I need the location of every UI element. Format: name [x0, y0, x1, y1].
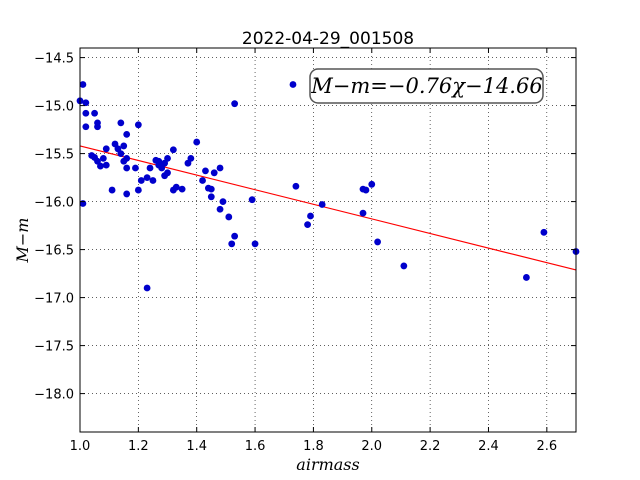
- data-point: [199, 177, 206, 184]
- data-point: [304, 221, 311, 229]
- data-point: [523, 274, 530, 281]
- data-point: [187, 155, 195, 162]
- data-point: [251, 240, 259, 248]
- y-tick-label: −17.5: [34, 340, 74, 355]
- data-point: [91, 109, 98, 117]
- data-point: [123, 164, 131, 172]
- data-point: [102, 145, 110, 153]
- fit-line: [79, 145, 577, 271]
- data-point: [134, 186, 142, 194]
- data-point: [108, 186, 116, 194]
- data-point: [540, 228, 548, 236]
- data-point: [82, 99, 90, 107]
- data-point: [374, 238, 381, 246]
- data-point: [123, 155, 131, 162]
- data-point: [225, 213, 233, 221]
- x-tick-label: 1.4: [186, 439, 207, 454]
- fit-layer: [79, 145, 577, 271]
- data-point: [99, 155, 107, 162]
- data-point: [164, 169, 171, 177]
- data-point: [132, 164, 139, 172]
- data-point: [82, 109, 90, 117]
- fit-equation: M−m=−0.76χ−14.66: [310, 74, 542, 98]
- data-point: [292, 182, 300, 190]
- data-point: [134, 121, 142, 129]
- data-point: [79, 81, 87, 88]
- data-point: [146, 164, 154, 172]
- y-tick-label: −15.0: [34, 100, 74, 115]
- ticks-layer: 1.0 1.2 1.4 1.6 1.8 2.0 2.2 2.4 2.6 −14.5 −15.0 −15…: [34, 48, 576, 454]
- data-point: [216, 205, 224, 213]
- points-layer: [76, 81, 580, 292]
- data-point: [248, 196, 256, 204]
- data-point: [318, 201, 326, 208]
- data-point: [97, 162, 104, 170]
- data-point: [289, 81, 297, 88]
- data-point: [207, 185, 215, 193]
- data-point: [231, 232, 239, 240]
- y-tick-label: −15.5: [34, 148, 74, 163]
- chart-title: 2022-04-29_001508: [242, 29, 414, 49]
- data-point: [143, 174, 151, 182]
- data-point: [94, 123, 101, 131]
- annotation-box: M−m=−0.76χ−14.66: [309, 68, 544, 104]
- data-point: [120, 142, 128, 150]
- y-tick-label: −14.5: [34, 52, 74, 67]
- data-point: [164, 155, 171, 162]
- data-point: [117, 119, 125, 127]
- data-point: [178, 185, 186, 193]
- data-point: [202, 167, 209, 175]
- data-point: [82, 123, 90, 131]
- data-point: [359, 209, 367, 217]
- data-point: [172, 183, 180, 191]
- y-axis-label: M−m: [13, 218, 32, 264]
- x-tick-label: 2.6: [536, 439, 557, 454]
- data-point: [117, 150, 125, 158]
- data-point: [228, 240, 236, 248]
- y-tick-label: −18.0: [34, 388, 74, 403]
- x-tick-label: 1.2: [128, 439, 149, 454]
- data-point: [231, 100, 239, 108]
- data-point: [362, 186, 370, 194]
- x-tick-label: 2.2: [420, 439, 441, 454]
- x-tick-label: 1.0: [70, 439, 91, 454]
- x-tick-label: 2.0: [361, 439, 382, 454]
- data-point: [143, 284, 151, 292]
- y-tick-label: −16.5: [34, 244, 74, 259]
- y-tick-label: −17.0: [34, 292, 74, 307]
- data-point: [137, 177, 145, 184]
- data-point: [219, 198, 227, 206]
- x-tick-label: 2.4: [478, 439, 499, 454]
- x-axis-label: airmass: [296, 455, 359, 474]
- data-point: [102, 161, 110, 169]
- data-point: [368, 180, 376, 188]
- x-tick-label: 1.6: [245, 439, 266, 454]
- data-point: [123, 190, 131, 198]
- x-tick-label: 1.8: [303, 439, 324, 454]
- data-point: [207, 193, 215, 201]
- data-point: [149, 177, 157, 184]
- data-point: [193, 138, 201, 146]
- data-point: [307, 212, 314, 220]
- grid: [79, 48, 576, 432]
- data-point: [210, 169, 218, 177]
- data-point: [216, 164, 224, 172]
- data-point: [400, 262, 408, 270]
- y-tick-label: −16.0: [34, 196, 74, 211]
- data-point: [123, 131, 131, 138]
- plot-frame: [79, 47, 577, 433]
- data-point: [169, 146, 177, 154]
